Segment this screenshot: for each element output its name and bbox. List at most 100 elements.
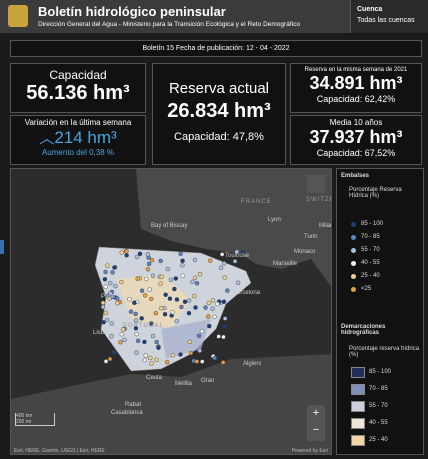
land [136, 169, 331, 287]
reservoir-dot [103, 284, 108, 289]
reservoir-dot [158, 258, 163, 264]
reservoir-dot [103, 269, 108, 275]
reservoir-dot [222, 316, 228, 321]
reservoir-dot [110, 294, 115, 299]
ten-year-card: Media 10 años 37.937 hm³ Capacidad: 67,5… [290, 115, 422, 165]
reservoir-dot [163, 292, 168, 297]
map[interactable]: + − 400 km 200 mi Esri, HERE, Garmin, USGS… [10, 168, 332, 455]
reservoir-dot [100, 300, 106, 306]
legend-swatch [351, 235, 356, 240]
map-label: Ceuta [146, 375, 163, 381]
land [11, 354, 331, 454]
legend-title: Demarcaciones hidrográficas [341, 324, 386, 336]
reservoir-dot [110, 270, 115, 275]
reservoir-dot [212, 355, 218, 361]
reservoir-dot [174, 297, 180, 302]
reservoir-dot [134, 350, 139, 355]
reservoir-dot [220, 360, 226, 365]
zoom[interactable]: + − [307, 405, 325, 441]
current-card: Reserva actual 26.834 hm³ Capacidad: 47,… [152, 63, 286, 165]
reservoir-dot [207, 323, 212, 329]
legend-title: Embalses [341, 173, 370, 179]
card-label: Reserva en la misma semana de 2021 [304, 67, 408, 73]
reservoir-dot [178, 352, 183, 357]
reservoir-dot [165, 266, 170, 272]
map-label: Oran [201, 378, 215, 384]
legend-item: 55 - 70 [361, 247, 380, 253]
reservoir-dot [199, 329, 205, 334]
legend-item: 85 - 100 [369, 369, 392, 375]
reservoir-dot [150, 333, 156, 339]
reservoir-dot [143, 293, 148, 298]
reservoir-dot [178, 251, 183, 256]
map-label: Toulouse [225, 253, 250, 259]
reservoir-dot [170, 353, 176, 358]
reservoir-dot [119, 250, 124, 255]
reservoir-dot [222, 275, 227, 280]
reservoir-dot [167, 296, 173, 301]
layers-button[interactable] [307, 175, 325, 193]
reservoir-dot [142, 357, 148, 363]
reservoir-dot [109, 321, 115, 326]
reservoir-dot [173, 276, 178, 281]
reservoir-dot [222, 324, 227, 329]
reservoir-dot [187, 339, 192, 345]
reservoir-dot [119, 279, 124, 285]
legend-subtitle: Porcentaje Reserva Hídrica (%) [349, 187, 402, 199]
reservoir-dot [180, 273, 185, 278]
reservoir-dot [153, 310, 159, 316]
legend-swatch [351, 287, 356, 292]
reservoir-dot [112, 265, 117, 270]
reservoir-dot [164, 360, 170, 365]
reservoir-dot [240, 250, 246, 255]
legend-item: 70 - 85 [361, 234, 380, 240]
reservoir-dot [134, 254, 140, 260]
powered-by: Powered by Esri [291, 448, 328, 454]
legend-item: 25 - 40 [361, 273, 380, 279]
legend-item: 40 - 55 [361, 260, 380, 266]
last-year-card: Reserva en la misma semana de 2021 34.89… [290, 63, 422, 113]
card-value: 26.834 hm³ [167, 100, 271, 122]
reservoir-dot [200, 359, 205, 364]
card-note: Aumento del 0,38 % [41, 148, 115, 157]
map-label: Rabat [125, 402, 142, 408]
reservoir-dot [118, 340, 123, 345]
reservoir-dot [197, 348, 202, 353]
map-label: FRANCE [241, 199, 272, 205]
reservoir-dot [135, 276, 140, 281]
reservoir-dot [115, 300, 120, 306]
card-value: 214 hm³ [54, 128, 117, 147]
reservoir-dot [144, 276, 149, 282]
reservoir-dot [120, 327, 126, 332]
legend-swatch [351, 367, 365, 378]
side-toggle[interactable] [0, 240, 4, 254]
legend-item: 25 - 40 [369, 437, 388, 443]
map-label: SWITZERLAND [306, 197, 331, 203]
reservoir-dot [190, 279, 195, 285]
map-label: Casablanca [111, 410, 143, 416]
reservoir-dot [108, 280, 113, 286]
legend-subtitle: Porcentaje reserva hídrica (%) [349, 346, 420, 358]
reservoir-dot [212, 314, 217, 320]
attribution: Esri, HERE, Garmin, USGS | Esri, HERE [14, 448, 105, 454]
reservoir-dot [193, 305, 198, 310]
map-label: PORTUGAL [123, 323, 164, 329]
reservoir-dot [115, 296, 120, 301]
reservoir-dot [210, 306, 215, 311]
reservoir-dot [102, 277, 108, 282]
reservoir-dot [124, 249, 129, 254]
filter[interactable]: Cuenca Todas las cuencas [350, 0, 428, 33]
scale-km: 400 km [16, 413, 33, 419]
card-note: Capacidad: 62,42% [316, 94, 396, 104]
reservoir-dot [172, 286, 177, 292]
reservoir-dot [150, 273, 156, 278]
bulletin: Boletín 15 Fecha de publicación: 12 - 04… [10, 40, 422, 57]
reservoir-dot [218, 265, 224, 270]
card-label: Variación en la última semana [24, 118, 132, 127]
reservoir-dot [186, 310, 192, 316]
reservoir-dot [186, 298, 192, 303]
reservoir-dot [103, 310, 109, 315]
reservoir-dot [145, 267, 151, 272]
reservoir-dot [235, 280, 241, 285]
